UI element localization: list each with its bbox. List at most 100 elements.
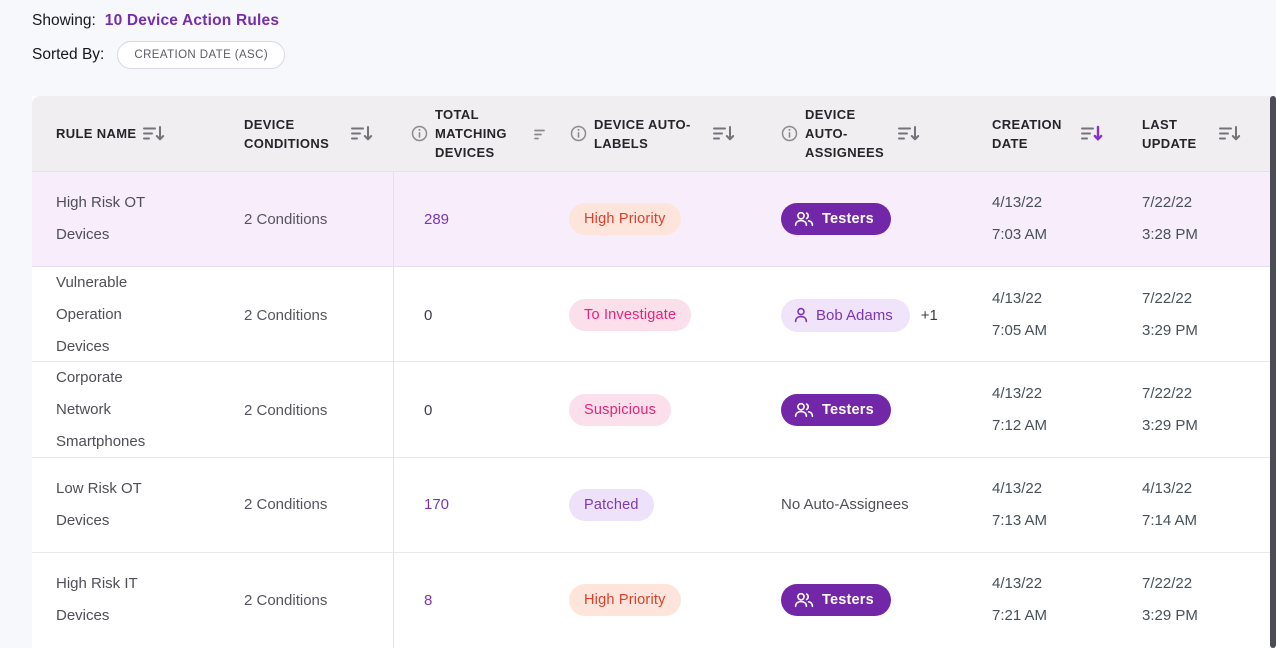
assignee-name: Testers	[822, 402, 874, 419]
sort-icon[interactable]	[351, 125, 373, 142]
assignee-overflow-count[interactable]: +1	[920, 306, 938, 324]
creation-time: 7:13 AM	[992, 511, 1048, 529]
rule-name: Corporate Network Smartphones	[56, 369, 146, 451]
rule-name-cell: Low Risk OT Devices	[32, 458, 230, 552]
assignee-badge[interactable]: Testers	[781, 584, 891, 617]
column-header-device-conditions[interactable]: DEVICE CONDITIONS	[230, 96, 393, 171]
creation-date-cell: 4/13/22 7:13 AM	[975, 458, 1125, 552]
conditions-cell: 2 Conditions	[230, 458, 393, 552]
creation-date: 4/13/22	[992, 479, 1043, 497]
total-matching-value: 0	[424, 306, 433, 324]
info-icon[interactable]	[781, 125, 798, 142]
rule-name: High Risk OT Devices	[56, 194, 145, 244]
assignee-name: Testers	[822, 211, 874, 228]
topbar: Showing: 10 Device Action Rules Sorted B…	[32, 12, 286, 69]
total-matching-cell: 170	[393, 457, 560, 552]
total-matching-link[interactable]: 170	[424, 496, 450, 514]
table-row[interactable]: Corporate Network Smartphones 2 Conditio…	[32, 362, 1276, 459]
sorted-by-chip[interactable]: CREATION DATE (ASC)	[117, 41, 286, 69]
rule-name: High Risk IT Devices	[56, 575, 138, 625]
creation-time: 7:03 AM	[992, 226, 1048, 244]
auto-assignee-cell: Testers	[765, 172, 975, 266]
assignee-badge[interactable]: Testers	[781, 394, 891, 427]
auto-label-cell: To Investigate	[560, 267, 765, 363]
auto-assignee-cell: No Auto-Assignees	[765, 458, 975, 552]
total-matching-cell: 289	[393, 172, 560, 267]
table-row[interactable]: Low Risk OT Devices 2 Conditions 170 Pat…	[32, 457, 1276, 553]
column-header-device-auto-labels[interactable]: DEVICE AUTO-LABELS	[560, 96, 765, 171]
sorted-by-label: Sorted By:	[32, 46, 105, 63]
auto-label-pill[interactable]: High Priority	[569, 203, 681, 236]
column-header-rule-name[interactable]: RULE NAME	[32, 96, 230, 171]
table-row[interactable]: High Risk IT Devices 2 Conditions 8 High…	[32, 552, 1276, 648]
last-update-cell: 7/22/22 3:28 PM	[1125, 172, 1276, 266]
last-update-date: 4/13/22	[1142, 479, 1193, 497]
assignee-name: Testers	[822, 592, 874, 609]
column-label: DEVICE AUTO-ASSIGNEES	[805, 107, 885, 160]
total-matching-link[interactable]: 289	[424, 210, 450, 228]
auto-label-pill[interactable]: Suspicious	[569, 394, 672, 427]
column-label: CREATION DATE	[992, 116, 1062, 151]
rule-name-cell: High Risk IT Devices	[32, 553, 230, 648]
creation-date: 4/13/22	[992, 290, 1043, 308]
info-icon[interactable]	[570, 125, 587, 142]
column-header-last-update[interactable]: LAST UPDATE	[1125, 96, 1276, 171]
column-label: DEVICE AUTO-LABELS	[594, 116, 691, 151]
person-icon	[794, 307, 808, 323]
table-row[interactable]: High Risk OT Devices 2 Conditions 289 Hi…	[32, 172, 1276, 268]
auto-label-pill[interactable]: Patched	[569, 488, 654, 521]
creation-date-cell: 4/13/22 7:05 AM	[975, 267, 1125, 363]
last-update-time: 3:29 PM	[1142, 607, 1198, 625]
sort-icon[interactable]	[1219, 125, 1241, 142]
auto-assignee-cell: Testers	[765, 362, 975, 458]
rule-name-cell: High Risk OT Devices	[32, 172, 230, 266]
column-header-creation-date[interactable]: CREATION DATE	[975, 96, 1125, 171]
last-update-date: 7/22/22	[1142, 385, 1193, 403]
creation-date-cell: 4/13/22 7:21 AM	[975, 553, 1125, 648]
auto-label-pill[interactable]: High Priority	[569, 584, 681, 617]
rule-name: Low Risk OT Devices	[56, 479, 142, 529]
conditions-cell: 2 Conditions	[230, 362, 393, 458]
sort-icon[interactable]	[713, 125, 735, 142]
vertical-scrollbar[interactable]	[1270, 96, 1276, 648]
column-label: LAST UPDATE	[1142, 116, 1197, 151]
conditions-value: 2 Conditions	[244, 306, 328, 324]
conditions-value: 2 Conditions	[244, 401, 328, 419]
info-icon[interactable]	[411, 125, 428, 142]
total-matching-cell: 0	[393, 362, 560, 459]
auto-label-cell: Patched	[560, 458, 765, 552]
creation-time: 7:21 AM	[992, 607, 1048, 625]
last-update-time: 3:29 PM	[1142, 322, 1198, 340]
sort-icon[interactable]	[143, 125, 165, 142]
column-header-total-matching-devices[interactable]: TOTAL MATCHING DEVICES	[393, 96, 560, 171]
auto-label-cell: High Priority	[560, 553, 765, 648]
table-header-row: RULE NAME DEVICE CONDITIONS TOTAL MATCHI…	[32, 96, 1276, 172]
conditions-cell: 2 Conditions	[230, 172, 393, 266]
total-matching-link[interactable]: 8	[424, 591, 433, 609]
column-header-device-auto-assignees[interactable]: DEVICE AUTO-ASSIGNEES	[765, 96, 975, 171]
conditions-value: 2 Conditions	[244, 591, 328, 609]
auto-label-cell: High Priority	[560, 172, 765, 266]
sort-icon[interactable]	[898, 125, 920, 142]
table-row[interactable]: Vulnerable Operation Devices 2 Condition…	[32, 267, 1276, 364]
last-update-time: 3:29 PM	[1142, 417, 1198, 435]
auto-label-pill[interactable]: To Investigate	[569, 299, 692, 332]
last-update-date: 7/22/22	[1142, 290, 1193, 308]
assignee-name: Bob Adams	[816, 306, 893, 324]
assignee-badge[interactable]: Testers	[781, 203, 891, 236]
sort-icon-active[interactable]	[1081, 125, 1103, 142]
auto-assignee-cell: Bob Adams +1	[765, 267, 975, 363]
total-matching-cell: 0	[393, 267, 560, 364]
sort-icon[interactable]	[534, 128, 546, 140]
conditions-value: 2 Conditions	[244, 210, 328, 228]
assignee-badge[interactable]: Bob Adams	[781, 298, 910, 332]
creation-date-cell: 4/13/22 7:12 AM	[975, 362, 1125, 458]
conditions-value: 2 Conditions	[244, 496, 328, 514]
group-icon	[794, 211, 814, 227]
creation-time: 7:12 AM	[992, 417, 1048, 435]
last-update-cell: 7/22/22 3:29 PM	[1125, 362, 1276, 458]
last-update-time: 3:28 PM	[1142, 226, 1198, 244]
conditions-cell: 2 Conditions	[230, 553, 393, 648]
showing-line: Showing: 10 Device Action Rules	[32, 12, 285, 30]
last-update-time: 7:14 AM	[1142, 511, 1198, 529]
